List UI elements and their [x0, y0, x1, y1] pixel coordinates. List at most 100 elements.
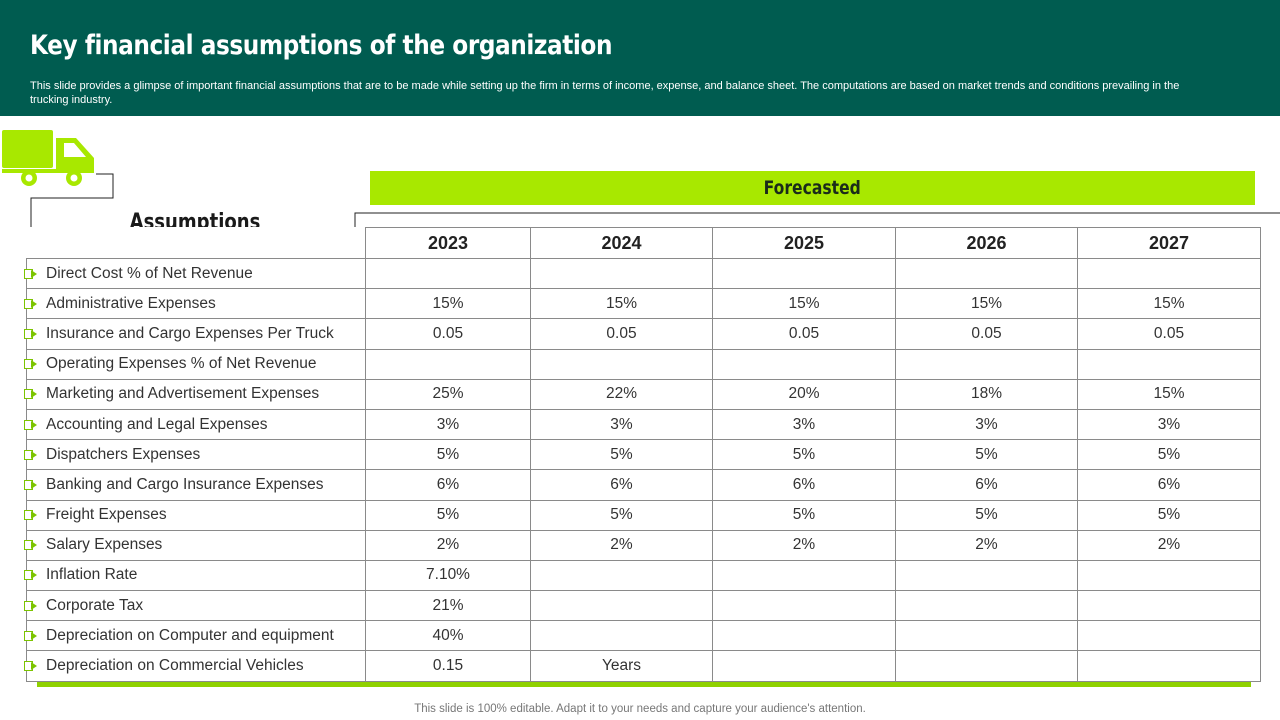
value-cell-2025	[712, 348, 896, 380]
table-row: Depreciation on Computer and equipment 40…	[24, 620, 1261, 652]
row-label-cell: Depreciation on Computer and equipment	[24, 620, 366, 652]
value-cell-2027: 2%	[1077, 529, 1261, 561]
row-label: Freight Expenses	[46, 506, 167, 524]
value-cell-2024: 5%	[530, 439, 713, 471]
value-cell-2024	[530, 590, 713, 622]
value-cell-2023: 7.10%	[365, 559, 531, 592]
table-row: Corporate Tax 21%	[24, 590, 1261, 622]
value-cell-2027	[1077, 559, 1261, 592]
row-label-cell: Accounting and Legal Expenses	[24, 408, 366, 441]
table-row: Insurance and Cargo Expenses Per Truck 0.…	[24, 318, 1261, 350]
value-cell-2026	[895, 590, 1078, 622]
arrow-bullet-icon	[24, 479, 37, 490]
row-label-cell: Operating Expenses % of Net Revenue	[24, 348, 366, 380]
value-cell-2026: 0.05	[895, 318, 1078, 350]
value-cell-2025	[712, 590, 896, 622]
arrow-bullet-icon	[24, 419, 37, 430]
row-label: Corporate Tax	[46, 596, 144, 614]
row-label: Salary Expenses	[46, 536, 163, 554]
table-row: Direct Cost % of Net Revenue	[24, 257, 1261, 290]
value-cell-2023: 21%	[365, 590, 531, 622]
year-header-2027: 2027	[1077, 227, 1261, 259]
value-cell-2023: 15%	[365, 288, 531, 320]
table-row: Marketing and Advertisement Expenses 25% 2…	[24, 378, 1261, 410]
value-cell-2025: 5%	[712, 439, 896, 471]
row-label: Banking and Cargo Insurance Expenses	[46, 475, 324, 493]
row-label-cell: Salary Expenses	[24, 529, 366, 561]
arrow-bullet-icon	[24, 540, 37, 551]
value-cell-2026	[895, 257, 1078, 290]
value-cell-2027	[1077, 257, 1261, 290]
value-cell-2023	[365, 348, 531, 380]
arrow-bullet-icon	[24, 298, 37, 309]
row-label-cell: Corporate Tax	[24, 590, 366, 622]
value-cell-2025: 20%	[712, 378, 896, 410]
value-cell-2023: 6%	[365, 469, 531, 501]
value-cell-2026	[895, 559, 1078, 592]
page-subtitle: This slide provides a glimpse of importa…	[30, 80, 1180, 106]
value-cell-2023: 25%	[365, 378, 531, 410]
value-cell-2027: 3%	[1077, 408, 1261, 441]
table-row: Operating Expenses % of Net Revenue	[24, 348, 1261, 380]
year-header-2024: 2024	[530, 227, 713, 259]
table-row: Administrative Expenses 15% 15% 15% 15% 15%	[24, 288, 1261, 320]
row-label-cell: Depreciation on Commercial Vehicles	[24, 650, 366, 682]
year-header-2026: 2026	[895, 227, 1078, 259]
value-cell-2025: 5%	[712, 499, 896, 531]
row-label: Depreciation on Commercial Vehicles	[46, 657, 304, 675]
value-cell-2024: 0.05	[530, 318, 713, 350]
row-label-cell: Insurance and Cargo Expenses Per Truck	[24, 318, 366, 350]
page-title: Key financial assumptions of the organiz…	[30, 30, 613, 61]
row-label: Operating Expenses % of Net Revenue	[46, 355, 317, 373]
row-label-cell: Banking and Cargo Insurance Expenses	[24, 469, 366, 501]
value-cell-2026: 15%	[895, 288, 1078, 320]
value-cell-2025	[712, 559, 896, 592]
arrow-bullet-icon	[24, 328, 37, 339]
header-banner: Key financial assumptions of the organiz…	[0, 0, 1280, 116]
value-cell-2024	[530, 559, 713, 592]
value-cell-2024	[530, 257, 713, 290]
value-cell-2025: 0.05	[712, 318, 896, 350]
value-cell-2023: 5%	[365, 439, 531, 471]
value-cell-2024: 3%	[530, 408, 713, 441]
table-row: Inflation Rate 7.10%	[24, 559, 1261, 592]
value-cell-2024: 2%	[530, 529, 713, 561]
value-cell-2026: 5%	[895, 439, 1078, 471]
arrow-bullet-icon	[24, 630, 37, 641]
value-cell-2024	[530, 348, 713, 380]
assumptions-table: 2023 2024 2025 2026 2027 Direct Cost % o…	[24, 227, 1261, 682]
value-cell-2025	[712, 650, 896, 682]
truck-icon	[2, 130, 94, 186]
value-cell-2023: 40%	[365, 620, 531, 652]
forecasted-label: Forecasted	[763, 177, 862, 199]
row-label: Dispatchers Expenses	[46, 445, 201, 463]
arrow-bullet-icon	[24, 359, 37, 370]
value-cell-2024: 5%	[530, 499, 713, 531]
row-label: Inflation Rate	[46, 566, 138, 584]
value-cell-2023: 5%	[365, 499, 531, 531]
table-accent-bar	[37, 681, 1251, 687]
value-cell-2026	[895, 348, 1078, 380]
row-label: Direct Cost % of Net Revenue	[46, 264, 253, 282]
table-row: Freight Expenses 5% 5% 5% 5% 5%	[24, 499, 1261, 531]
value-cell-2027: 5%	[1077, 499, 1261, 531]
table-row: Accounting and Legal Expenses 3% 3% 3% 3% 3%	[24, 408, 1261, 441]
arrow-bullet-icon	[24, 570, 37, 581]
value-cell-2027: 15%	[1077, 378, 1261, 410]
row-label: Accounting and Legal Expenses	[46, 415, 268, 433]
value-cell-2027	[1077, 620, 1261, 652]
row-label-cell: Inflation Rate	[24, 559, 366, 592]
arrow-bullet-icon	[24, 449, 37, 460]
value-cell-2026: 2%	[895, 529, 1078, 561]
value-cell-2026: 18%	[895, 378, 1078, 410]
value-cell-2027: 0.05	[1077, 318, 1261, 350]
value-cell-2027: 6%	[1077, 469, 1261, 501]
value-cell-2023: 0.15	[365, 650, 531, 682]
arrow-bullet-icon	[24, 661, 37, 672]
row-label: Marketing and Advertisement Expenses	[46, 385, 320, 403]
value-cell-2027: 5%	[1077, 439, 1261, 471]
value-cell-2026: 6%	[895, 469, 1078, 501]
value-cell-2024: 15%	[530, 288, 713, 320]
row-label-cell: Freight Expenses	[24, 499, 366, 531]
arrow-bullet-icon	[24, 600, 37, 611]
